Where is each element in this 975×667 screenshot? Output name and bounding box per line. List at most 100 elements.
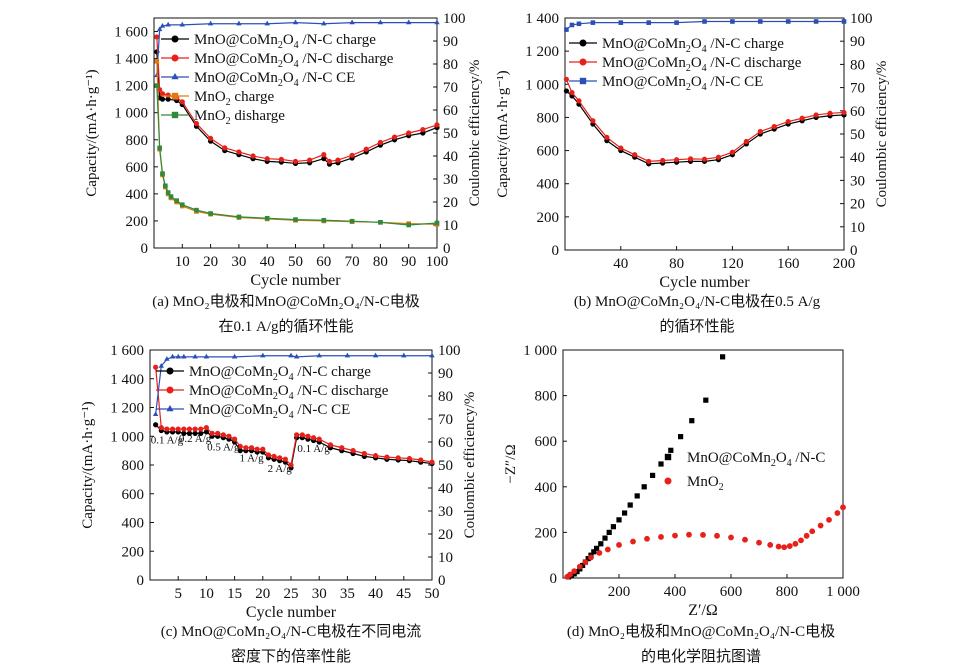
y2-tick-label: 80 [443, 57, 458, 73]
y2-tick-label: 10 [443, 218, 458, 234]
legend-label: MnO@CoMn2O4 /N-C charge [602, 36, 784, 55]
data-point [215, 430, 221, 436]
legend-text: MnO@CoMn [189, 402, 273, 418]
legend-marker [171, 35, 179, 43]
data-point [591, 549, 597, 555]
data-point [798, 537, 804, 544]
data-point [260, 446, 266, 452]
data-point [192, 426, 198, 432]
y2-tick-label: 50 [438, 458, 453, 474]
data-point [193, 120, 200, 127]
y2-tick-label: 20 [438, 527, 453, 543]
data-point [702, 19, 707, 24]
data-point [799, 115, 805, 121]
data-point [158, 425, 164, 431]
data-point [775, 543, 782, 550]
data-point [321, 20, 327, 26]
data-point [265, 452, 272, 458]
data-point [159, 22, 166, 28]
data-point [758, 19, 763, 24]
data-point [672, 532, 678, 539]
data-point [153, 422, 159, 428]
data-point [163, 183, 168, 189]
data-point [827, 110, 833, 116]
data-point [293, 353, 300, 359]
data-point [321, 152, 327, 158]
data-point [395, 455, 401, 461]
data-point [658, 461, 664, 467]
data-point [159, 96, 166, 102]
legend-text: /N-C CE [294, 402, 351, 418]
data-point [429, 352, 435, 358]
legend-text: MnO@CoMn [194, 32, 278, 48]
data-point [310, 435, 317, 441]
legend-marker [166, 386, 174, 394]
data-point [658, 534, 664, 540]
data-point [641, 484, 647, 490]
legend-subscript: 4 [294, 78, 299, 89]
data-point [194, 207, 199, 213]
data-point [406, 19, 412, 25]
x-tick-label: 10 [175, 254, 190, 270]
y2-tick-label: 10 [850, 220, 865, 236]
data-point [840, 504, 846, 511]
y-tick-label: 1 400 [110, 372, 144, 388]
legend-marker [166, 367, 174, 375]
data-point [686, 531, 692, 538]
data-point [294, 432, 300, 438]
data-point [420, 127, 426, 133]
data-point [576, 98, 582, 104]
series-mno-comn2o4-n-c-discharge [153, 364, 435, 468]
legend-text: /N-C discharge [299, 51, 394, 67]
y2-axis-title: Coulombic efficiency/% [874, 61, 890, 208]
data-point [720, 354, 726, 360]
legend-subscript: 4 [702, 44, 707, 55]
data-point [169, 426, 176, 432]
y-tick-label: 1 200 [110, 401, 144, 417]
y2-tick-label: 40 [850, 150, 865, 166]
data-point [288, 462, 294, 468]
y2-tick-label: 20 [850, 197, 865, 213]
legend-marker [579, 58, 587, 66]
data-point [292, 158, 299, 165]
data-point [406, 130, 412, 136]
y2-tick-label: 100 [438, 343, 461, 359]
legend-text: MnO@CoMn [602, 55, 686, 71]
x-tick-label: 25 [284, 586, 299, 602]
legend-subscript: 2 [273, 372, 278, 383]
data-point [165, 92, 171, 98]
y2-tick-label: 100 [443, 11, 466, 27]
data-point [299, 432, 305, 438]
y-tick-label: 600 [126, 160, 149, 176]
legend-subscript: 4 [294, 40, 299, 51]
data-point [567, 571, 573, 578]
y-axis-title: Capacity/(mA·h·g⁻¹) [80, 401, 96, 528]
legend-text: /N-C charge [294, 364, 372, 380]
x-axis-title: Cycle number [659, 274, 750, 291]
data-point [372, 352, 379, 358]
legend-marker [166, 405, 174, 412]
y-axis-title: Capacity/(mA·h·g⁻¹) [84, 69, 100, 196]
data-point [646, 20, 651, 25]
x-tick-label: 160 [777, 256, 800, 272]
series-mno2-disharge [154, 83, 440, 228]
data-point [250, 153, 256, 159]
data-point [834, 510, 841, 516]
data-point [344, 352, 351, 358]
data-point [767, 542, 774, 548]
series-mno-comn2o4-n-c [566, 354, 726, 580]
data-point [208, 211, 213, 216]
data-point [689, 418, 695, 424]
x-tick-label: 400 [664, 584, 687, 600]
y2-tick-label: 50 [443, 126, 458, 142]
data-point [165, 190, 171, 195]
y-tick-label: 800 [126, 133, 149, 149]
legend-marker [171, 92, 179, 100]
legend-text: /N-C charge [707, 36, 785, 52]
legend-label: MnO@CoMn2O4 /N-C discharge [194, 51, 394, 70]
y-tick-label: 400 [122, 516, 145, 532]
